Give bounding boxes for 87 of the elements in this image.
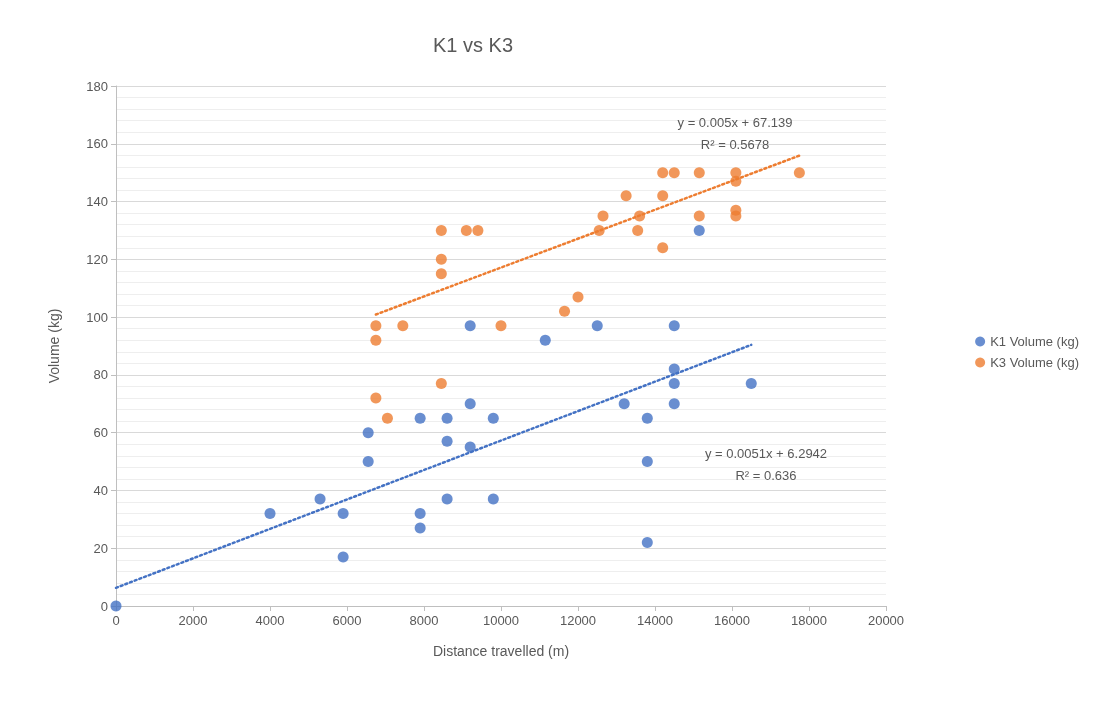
point xyxy=(441,493,453,505)
point xyxy=(362,427,374,439)
point xyxy=(591,320,603,332)
x-tick-label: 4000 xyxy=(255,613,285,628)
y-tick-label: 80 xyxy=(93,367,108,383)
point xyxy=(641,456,653,468)
point xyxy=(441,435,453,447)
y-tick-label: 60 xyxy=(93,425,108,441)
legend-label: K3 Volume (kg) xyxy=(990,355,1079,370)
point xyxy=(487,493,499,505)
x-tick-label: 10000 xyxy=(482,613,520,628)
x-tick-label: 12000 xyxy=(559,613,597,628)
x-tick-label: 18000 xyxy=(790,613,828,628)
point xyxy=(414,412,426,424)
y-tick-label: 160 xyxy=(86,136,108,152)
x-tick-label: 0 xyxy=(112,613,120,628)
point xyxy=(693,224,705,236)
point xyxy=(668,378,680,390)
point xyxy=(632,224,644,236)
point xyxy=(793,167,805,179)
point xyxy=(370,334,382,346)
point xyxy=(414,508,426,520)
point xyxy=(668,320,680,332)
point xyxy=(472,224,484,236)
point xyxy=(464,398,476,410)
y-tick-label: 120 xyxy=(86,251,108,267)
point xyxy=(634,210,646,222)
point xyxy=(487,412,499,424)
point xyxy=(693,167,705,179)
x-tick-label: 14000 xyxy=(636,613,674,628)
y-tick-label: 0 xyxy=(100,598,108,614)
y-tick-label: 20 xyxy=(93,540,108,556)
point xyxy=(370,320,382,332)
point xyxy=(730,210,742,222)
point xyxy=(435,224,447,236)
x-tick-label: 8000 xyxy=(409,613,439,628)
point xyxy=(657,242,669,254)
point xyxy=(337,508,349,520)
annotation: y = 0.005x + 67.139 R² = 0.5678 xyxy=(677,114,793,152)
point xyxy=(435,253,447,265)
x-tick-label: 20000 xyxy=(867,613,905,628)
point xyxy=(435,268,447,280)
y-tick-label: 140 xyxy=(86,194,108,210)
y-tick-label: 180 xyxy=(86,78,108,94)
point xyxy=(597,210,609,222)
x-axis-title: Distance travelled (m) xyxy=(432,643,570,659)
point xyxy=(397,320,409,332)
point xyxy=(539,334,551,346)
point xyxy=(668,363,680,375)
y-tick-label: 100 xyxy=(86,309,108,325)
point xyxy=(370,392,382,404)
point xyxy=(464,320,476,332)
point xyxy=(641,536,653,548)
x-tick-label: 6000 xyxy=(332,613,362,628)
point xyxy=(620,190,632,202)
point xyxy=(572,291,584,303)
point xyxy=(657,167,669,179)
y-axis-title: Volume (kg) xyxy=(46,308,62,384)
point xyxy=(593,224,605,236)
x-tick-label: 16000 xyxy=(713,613,751,628)
point xyxy=(693,210,705,222)
point xyxy=(435,378,447,390)
point xyxy=(641,412,653,424)
point xyxy=(441,412,453,424)
point xyxy=(110,600,122,612)
y-tick-label: 40 xyxy=(93,482,108,498)
point xyxy=(730,167,742,179)
point xyxy=(464,441,476,453)
point xyxy=(730,175,742,187)
point xyxy=(668,167,680,179)
point xyxy=(745,378,757,390)
point xyxy=(337,551,349,563)
point xyxy=(314,493,326,505)
chart-title: K1 vs K3 xyxy=(432,34,514,56)
annotation: y = 0.0051x + 6.2942 R² = 0.636 xyxy=(704,445,828,483)
point xyxy=(559,305,571,317)
point xyxy=(381,412,393,424)
legend-label: K1 Volume (kg) xyxy=(990,334,1079,349)
point xyxy=(362,456,374,468)
point xyxy=(460,224,472,236)
point xyxy=(414,522,426,534)
point xyxy=(495,320,507,332)
point xyxy=(657,190,669,202)
point xyxy=(668,398,680,410)
x-tick-label: 2000 xyxy=(178,613,208,628)
point xyxy=(618,398,630,410)
point xyxy=(264,508,276,520)
